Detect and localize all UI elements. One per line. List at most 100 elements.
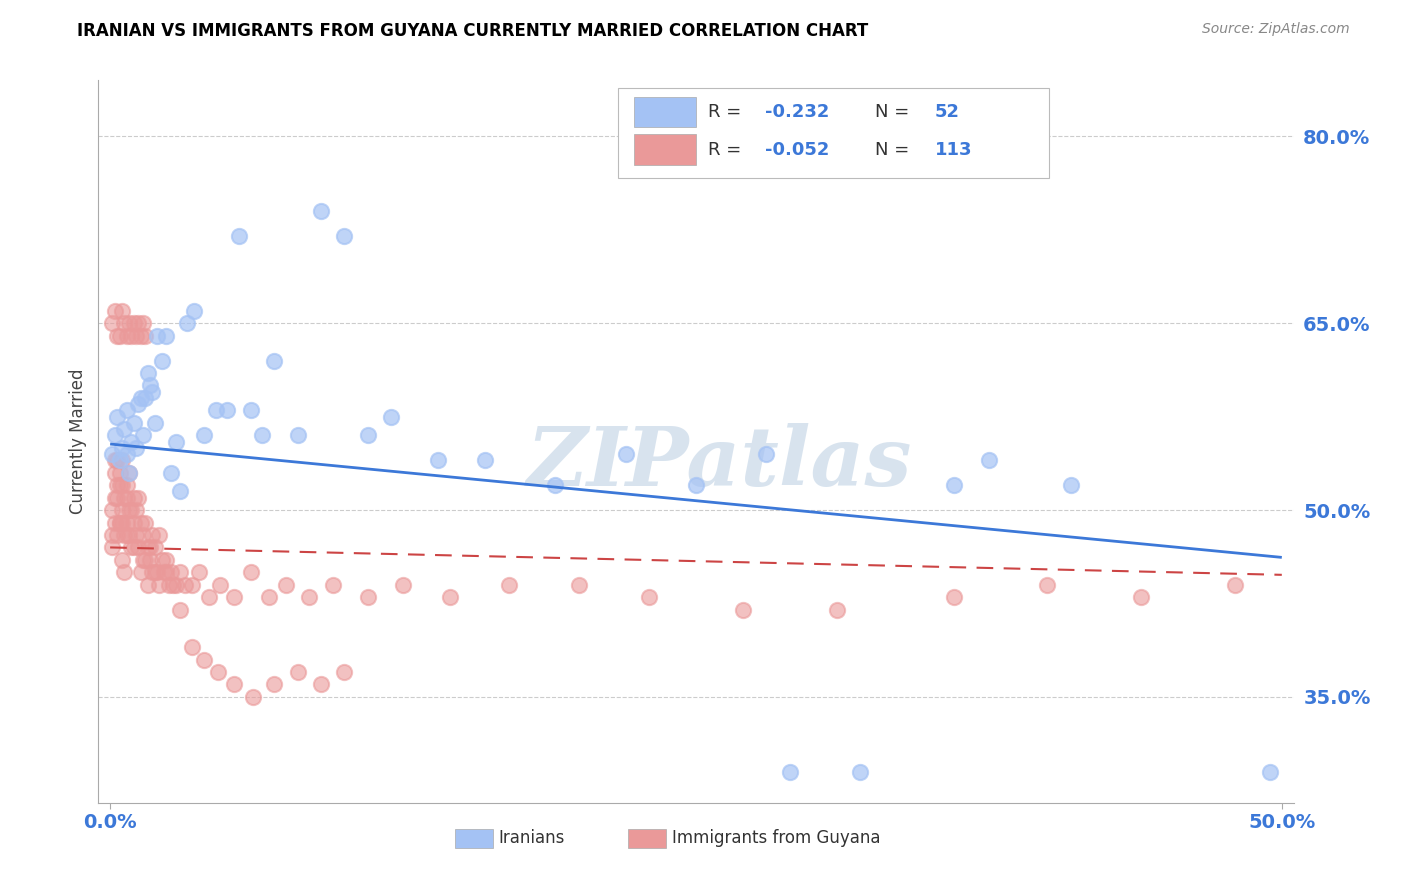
Point: [322, 578, 344, 592]
Point: [118, 528, 141, 542]
Point: [188, 566, 211, 580]
Point: [108, 466, 131, 480]
Point: [153, 566, 176, 580]
Point: [242, 690, 264, 704]
Point: [125, 328, 148, 343]
Point: [169, 566, 191, 580]
Point: [685, 478, 707, 492]
Point: [1223, 578, 1246, 592]
Point: [112, 528, 135, 542]
Point: [141, 528, 163, 542]
Point: [120, 503, 142, 517]
Point: [287, 665, 309, 679]
Point: [239, 566, 262, 580]
Point: [148, 578, 170, 592]
Point: [143, 541, 166, 555]
Point: [298, 591, 321, 605]
Text: R =: R =: [709, 141, 747, 159]
Point: [122, 541, 145, 555]
Point: [217, 403, 239, 417]
Point: [287, 428, 309, 442]
Point: [111, 441, 134, 455]
Point: [427, 453, 450, 467]
Point: [111, 503, 134, 517]
Point: [141, 566, 163, 580]
Point: [122, 516, 145, 530]
Point: [134, 516, 156, 530]
Point: [181, 640, 204, 654]
Text: Source: ZipAtlas.com: Source: ZipAtlas.com: [1202, 22, 1350, 37]
Point: [105, 409, 128, 424]
Point: [224, 591, 246, 605]
Point: [1036, 578, 1059, 592]
Text: R =: R =: [709, 103, 747, 121]
Point: [115, 491, 138, 505]
FancyBboxPatch shape: [634, 97, 696, 128]
Point: [104, 466, 127, 480]
Point: [146, 328, 169, 343]
Point: [104, 516, 127, 530]
Text: -0.052: -0.052: [765, 141, 830, 159]
Point: [139, 378, 162, 392]
Point: [101, 503, 124, 517]
Point: [136, 578, 159, 592]
Point: [118, 466, 141, 480]
Point: [155, 328, 177, 343]
Point: [1258, 764, 1281, 779]
Point: [129, 516, 152, 530]
Point: [105, 453, 128, 467]
Point: [111, 303, 134, 318]
Point: [111, 453, 134, 467]
Point: [112, 566, 135, 580]
Point: [392, 578, 415, 592]
Text: Iranians: Iranians: [499, 830, 565, 847]
Point: [146, 566, 169, 580]
Point: [118, 316, 141, 330]
Point: [181, 578, 204, 592]
Point: [129, 328, 152, 343]
Point: [129, 391, 152, 405]
Point: [439, 591, 461, 605]
Point: [755, 447, 778, 461]
Point: [118, 503, 141, 517]
Point: [155, 566, 177, 580]
Point: [115, 328, 138, 343]
Point: [176, 316, 198, 330]
Point: [104, 428, 127, 442]
Point: [169, 484, 191, 499]
Point: [115, 516, 138, 530]
Point: [1130, 591, 1153, 605]
Point: [638, 591, 661, 605]
FancyBboxPatch shape: [628, 829, 666, 847]
Point: [112, 316, 135, 330]
Point: [134, 328, 156, 343]
Point: [274, 578, 297, 592]
Point: [115, 447, 138, 461]
Point: [193, 428, 215, 442]
Point: [108, 516, 131, 530]
Text: 113: 113: [935, 141, 973, 159]
Point: [125, 441, 148, 455]
Point: [197, 591, 219, 605]
Point: [105, 328, 128, 343]
FancyBboxPatch shape: [619, 87, 1049, 178]
Point: [150, 353, 173, 368]
Point: [224, 677, 246, 691]
Point: [139, 541, 162, 555]
Point: [111, 478, 134, 492]
Point: [132, 553, 155, 567]
Point: [157, 578, 180, 592]
Point: [104, 453, 127, 467]
Point: [474, 453, 496, 467]
Point: [357, 591, 380, 605]
Point: [115, 403, 138, 417]
Point: [111, 553, 134, 567]
Point: [779, 764, 801, 779]
Point: [143, 566, 166, 580]
Text: ZIPatlas: ZIPatlas: [527, 423, 912, 503]
Point: [263, 677, 285, 691]
Point: [252, 428, 274, 442]
Point: [259, 591, 281, 605]
Point: [544, 478, 567, 492]
Point: [825, 603, 848, 617]
